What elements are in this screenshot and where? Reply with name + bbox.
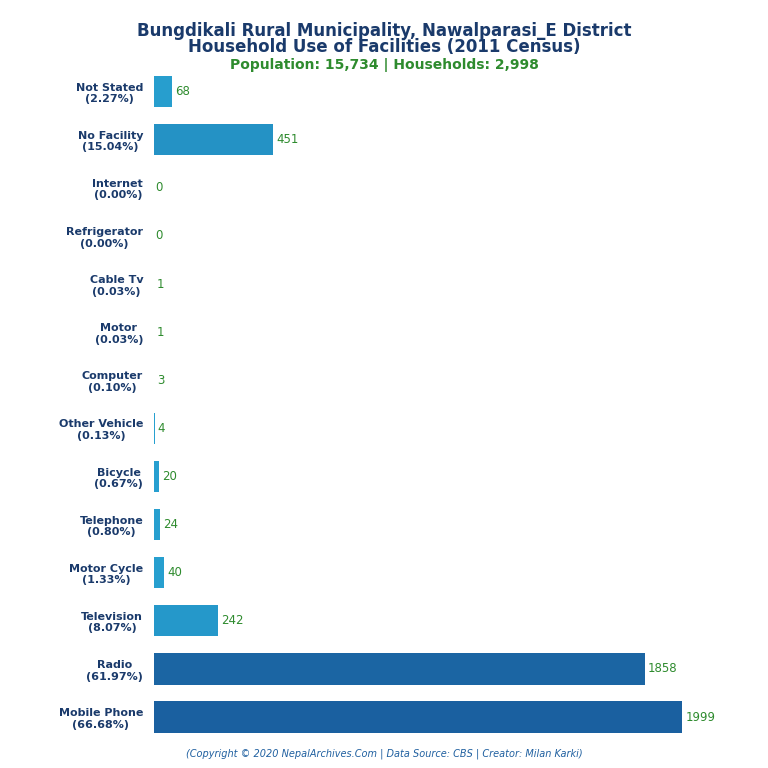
- Bar: [154, 509, 160, 540]
- Bar: [154, 557, 164, 588]
- Bar: [154, 76, 171, 108]
- Text: Bungdikali Rural Municipality, Nawalparasi_E District: Bungdikali Rural Municipality, Nawalpara…: [137, 22, 631, 39]
- Text: 0: 0: [156, 181, 163, 194]
- Text: Household Use of Facilities (2011 Census): Household Use of Facilities (2011 Census…: [187, 38, 581, 56]
- Text: 1: 1: [157, 277, 164, 290]
- Text: Population: 15,734 | Households: 2,998: Population: 15,734 | Households: 2,998: [230, 58, 538, 72]
- Bar: [154, 701, 682, 733]
- Text: 451: 451: [276, 134, 298, 146]
- Text: 68: 68: [175, 85, 190, 98]
- Text: 20: 20: [162, 470, 177, 483]
- Text: 40: 40: [167, 566, 182, 579]
- Bar: [154, 461, 159, 492]
- Text: 3: 3: [157, 374, 165, 387]
- Bar: [154, 124, 273, 155]
- Text: 1858: 1858: [648, 663, 677, 675]
- Text: 0: 0: [156, 230, 163, 243]
- Text: 1999: 1999: [685, 710, 715, 723]
- Bar: [154, 654, 644, 684]
- Text: 24: 24: [163, 518, 178, 531]
- Text: 4: 4: [158, 422, 165, 435]
- Text: (Copyright © 2020 NepalArchives.Com | Data Source: CBS | Creator: Milan Karki): (Copyright © 2020 NepalArchives.Com | Da…: [186, 748, 582, 759]
- Text: 1: 1: [157, 326, 164, 339]
- Bar: [154, 605, 217, 637]
- Text: 242: 242: [220, 614, 243, 627]
